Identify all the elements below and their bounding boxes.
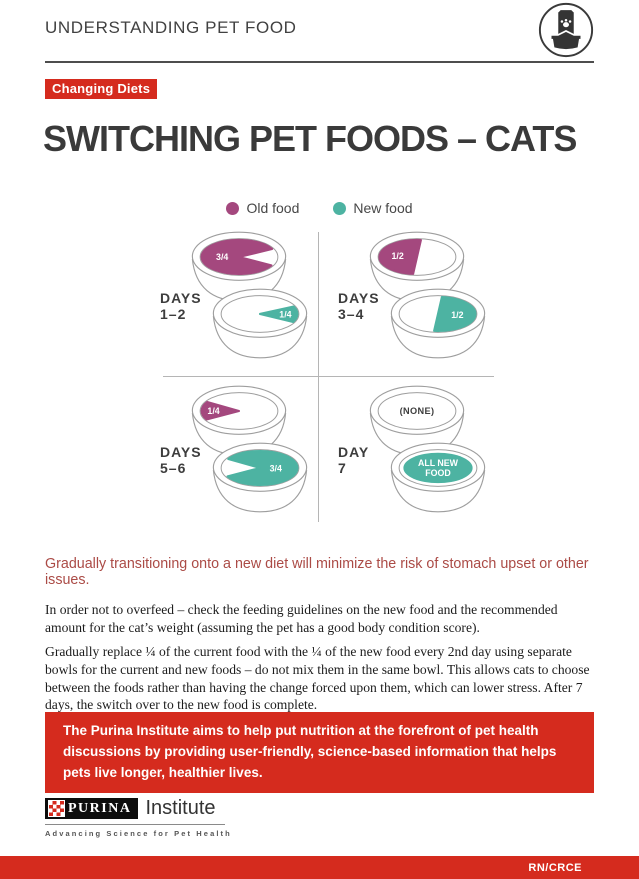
header-divider bbox=[45, 61, 594, 63]
svg-text:1/4: 1/4 bbox=[207, 406, 219, 416]
day-range: 1–2 bbox=[160, 306, 187, 323]
bowl-graphic: 1/4 bbox=[191, 385, 287, 456]
legend-item-old-food: Old food bbox=[226, 200, 299, 216]
bottom-bar: RN/CRCE bbox=[0, 856, 639, 879]
page-header-title: UNDERSTANDING PET FOOD bbox=[45, 18, 297, 37]
day-word: DAYS bbox=[338, 290, 380, 306]
vertical-divider bbox=[318, 232, 319, 522]
quadrant-days-3-4: 1/2 1/2 DAYS 3–4 bbox=[328, 228, 498, 378]
food-transition-diagram: 3/4 1/4 DAYS 1–2 1/2 1/2 DAYS 3–4 1/4 3/… bbox=[150, 228, 498, 528]
old-food-bowl: 1/4 bbox=[186, 382, 292, 461]
lead-sentence: Gradually transitioning onto a new diet … bbox=[45, 556, 589, 588]
doc-code: RN/CRCE bbox=[528, 861, 582, 874]
day-word: DAYS bbox=[160, 290, 202, 306]
page-title: SWITCHING PET FOODS – CATS bbox=[43, 118, 577, 159]
horizontal-divider bbox=[163, 376, 494, 377]
svg-text:1/2: 1/2 bbox=[391, 251, 403, 261]
quadrant-days-5-6: 1/4 3/4 DAYS 5–6 bbox=[150, 382, 320, 532]
new-food-bowl: 1/4 bbox=[207, 285, 313, 364]
day-label-5-6: DAYS 5–6 bbox=[160, 444, 202, 476]
bowl-graphic: 3/4 bbox=[212, 442, 308, 513]
day-range: 3–4 bbox=[338, 306, 365, 323]
logo-tagline: Advancing Science for Pet Health bbox=[45, 829, 232, 838]
day-word: DAY bbox=[338, 444, 370, 460]
bowl-graphic: 1/4 bbox=[212, 288, 308, 359]
new-food-bowl: ALL NEW FOOD bbox=[385, 439, 491, 518]
svg-text:ALL NEW: ALL NEW bbox=[418, 458, 459, 468]
institute-wordmark: Institute bbox=[145, 797, 216, 819]
chart-legend: Old food New food bbox=[0, 200, 639, 216]
logo-row: PURINA Institute bbox=[45, 797, 232, 820]
logo-divider bbox=[45, 824, 225, 825]
svg-text:1/2: 1/2 bbox=[451, 310, 463, 320]
day-label-7: DAY 7 bbox=[338, 444, 369, 476]
paragraph-1: In order not to overfeed – check the fee… bbox=[45, 602, 558, 635]
pet-food-bag-bowl-icon bbox=[537, 1, 595, 59]
svg-text:FOOD: FOOD bbox=[425, 468, 451, 478]
day-range: 7 bbox=[338, 460, 347, 477]
svg-text:3/4: 3/4 bbox=[270, 463, 282, 473]
purina-checkerboard-icon bbox=[48, 800, 65, 817]
purina-brand-text: PURINA bbox=[68, 800, 132, 816]
pet-food-icon-graphic bbox=[538, 2, 594, 58]
legend-item-new-food: New food bbox=[333, 200, 413, 216]
purina-institute-callout: The Purina Institute aims to help put nu… bbox=[45, 712, 594, 793]
new-food-swatch bbox=[333, 201, 347, 215]
new-food-bowl: 3/4 bbox=[207, 439, 313, 518]
day-label-1-2: DAYS 1–2 bbox=[160, 290, 202, 322]
old-food-swatch bbox=[226, 201, 240, 215]
paragraph-2: Gradually replace ¼ of the current food … bbox=[45, 644, 590, 713]
svg-text:3/4: 3/4 bbox=[216, 252, 228, 262]
category-badge: Changing Diets bbox=[45, 79, 158, 99]
new-food-bowl: 1/2 bbox=[385, 285, 491, 364]
purina-wordmark: PURINA bbox=[45, 798, 139, 819]
purina-institute-logo: PURINA Institute Advancing Science for P… bbox=[45, 797, 232, 838]
legend-label-old-food: Old food bbox=[246, 200, 300, 216]
legend-label-new-food: New food bbox=[353, 200, 413, 216]
day-range: 5–6 bbox=[160, 460, 187, 477]
svg-text:1/4: 1/4 bbox=[279, 309, 291, 319]
bowl-graphic: 1/2 bbox=[390, 288, 486, 359]
day-word: DAYS bbox=[160, 444, 202, 460]
quadrant-day-7: (NONE) ALL NEW FOOD DAY 7 bbox=[328, 382, 498, 532]
quadrant-days-1-2: 3/4 1/4 DAYS 1–2 bbox=[150, 228, 320, 378]
svg-text:(NONE): (NONE) bbox=[400, 406, 435, 416]
day-label-3-4: DAYS 3–4 bbox=[338, 290, 380, 322]
